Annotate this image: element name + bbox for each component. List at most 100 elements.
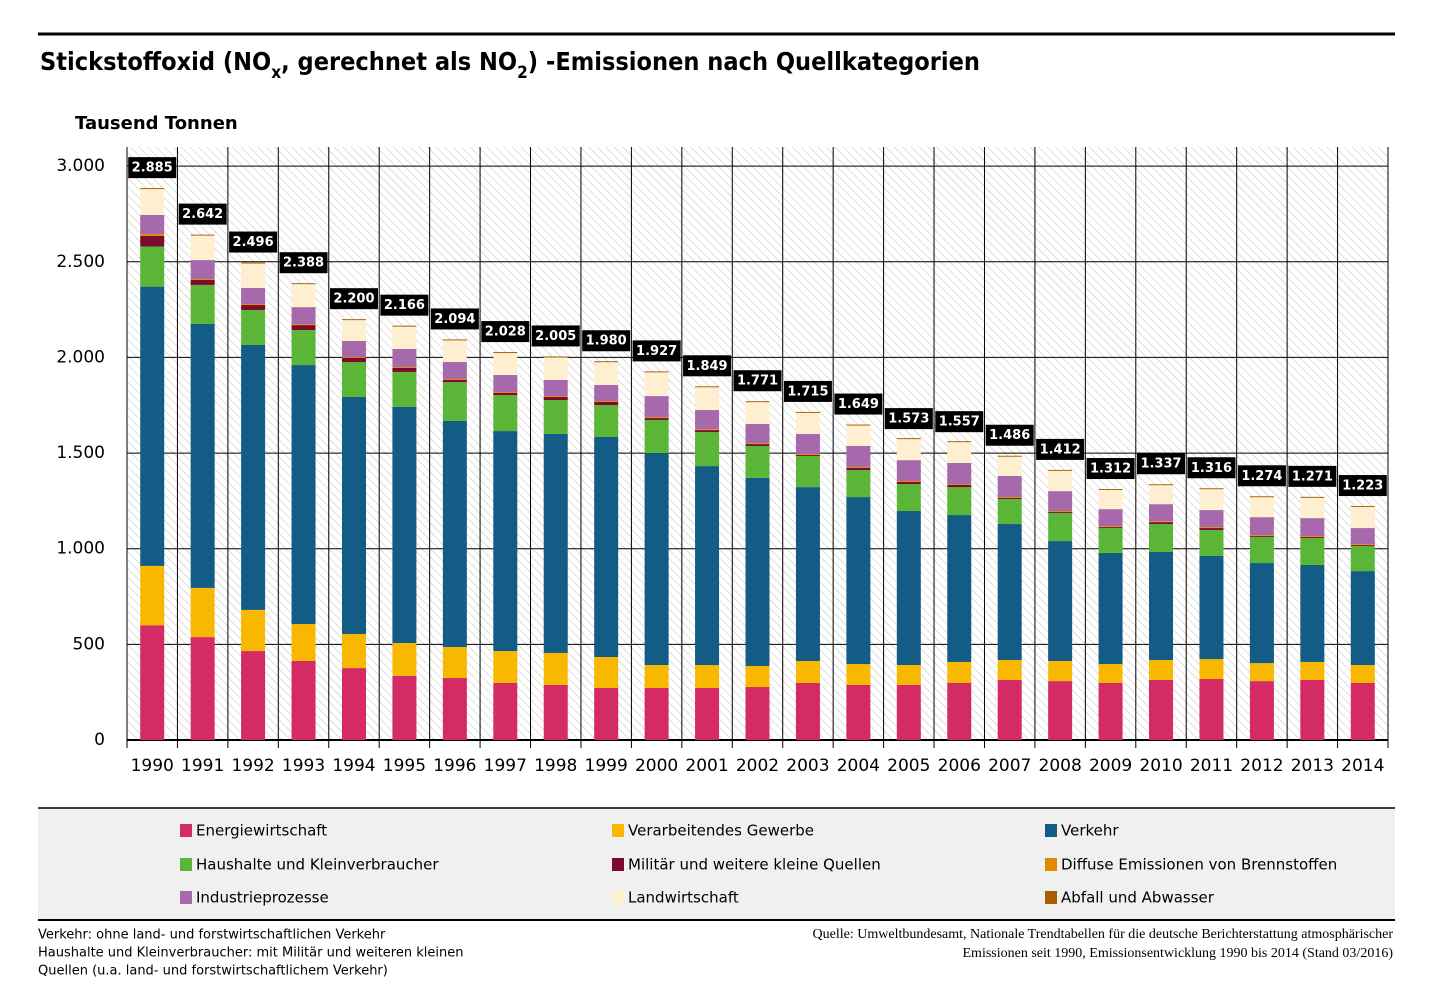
- bar-segment: [896, 684, 921, 740]
- x-tick-label: 2008: [1039, 756, 1082, 776]
- bar-segment: [442, 647, 467, 679]
- bar-segment: [846, 425, 871, 446]
- total-label-box: [1237, 465, 1286, 487]
- bar-segment: [1149, 679, 1174, 740]
- footnote: Quellen (u.a. land- und forstwirtschaftl…: [38, 964, 388, 979]
- bar-segment: [291, 365, 316, 625]
- legend-swatch: [1045, 824, 1057, 837]
- bar-segment: [140, 286, 165, 566]
- total-label: 2.496: [233, 235, 274, 250]
- bar-segment: [190, 284, 215, 324]
- bar-segment: [644, 418, 669, 420]
- bar-segment: [1300, 496, 1325, 498]
- x-tick-label: 2002: [736, 756, 779, 776]
- total-label: 1.337: [1140, 457, 1181, 472]
- bar-segment: [442, 340, 467, 363]
- bar-segment: [1149, 660, 1174, 680]
- bar-segment: [795, 487, 820, 661]
- total-label-box: [1338, 475, 1387, 497]
- total-label: 2.388: [283, 256, 324, 271]
- bar-segment: [543, 684, 568, 740]
- bar-segment: [644, 419, 669, 454]
- total-label: 2.885: [132, 161, 173, 176]
- total-label: 1.412: [1040, 442, 1081, 457]
- bar-segment: [1199, 510, 1224, 528]
- legend-swatch: [612, 891, 624, 904]
- total-label: 1.849: [686, 359, 727, 374]
- total-label-box: [430, 308, 479, 330]
- bar-segment: [1249, 537, 1274, 564]
- bar-segment: [190, 637, 215, 740]
- x-tick-label: 2003: [786, 756, 829, 776]
- total-label-box: [380, 294, 429, 316]
- x-tick-label: 1992: [231, 756, 274, 776]
- bar-segment: [644, 417, 669, 419]
- legend-background: [38, 808, 1395, 920]
- total-label-box: [582, 330, 631, 352]
- bar-segment: [1350, 571, 1375, 666]
- bar-segment: [1350, 546, 1375, 572]
- bar-segment: [997, 476, 1022, 498]
- bar-segment: [140, 235, 165, 247]
- y-tick-label: 2.500: [56, 252, 105, 272]
- bar-segment: [947, 485, 972, 488]
- bar-segment: [846, 445, 871, 468]
- bar-segment: [594, 384, 619, 402]
- bar-segment: [1350, 682, 1375, 740]
- bar-segment: [291, 284, 316, 308]
- bar-segment: [442, 379, 467, 383]
- bar-segment: [291, 307, 316, 325]
- bar-segment: [997, 456, 1022, 477]
- x-tick-label: 1997: [484, 756, 527, 776]
- title-part: Stickstoffoxid (NO: [40, 47, 271, 76]
- bar-segment: [644, 396, 669, 418]
- total-label-box: [834, 393, 883, 415]
- bar-segment: [644, 371, 669, 373]
- bar-segment: [997, 498, 1022, 499]
- bar-segment: [947, 463, 972, 485]
- total-label: 1.573: [888, 412, 929, 427]
- legend-label: Diffuse Emissionen von Brennstoffen: [1061, 856, 1337, 874]
- bar-segment: [442, 339, 467, 341]
- bar-segment: [1199, 527, 1224, 529]
- legend-swatch: [180, 824, 192, 837]
- total-label-box: [733, 370, 782, 392]
- x-tick-label: 2011: [1190, 756, 1233, 776]
- bar-segment: [1350, 506, 1375, 508]
- bar-segment: [1149, 551, 1174, 661]
- bar-segment: [341, 319, 366, 321]
- total-label-box: [178, 203, 227, 225]
- bar-segment: [341, 397, 366, 635]
- bar-segment: [241, 651, 266, 740]
- title-part: 2: [517, 63, 528, 83]
- x-tick-label: 1993: [282, 756, 325, 776]
- bar-segment: [1249, 563, 1274, 664]
- bar-segment: [341, 357, 366, 363]
- bar-segment: [1249, 663, 1274, 682]
- bar-segment: [594, 405, 619, 437]
- y-tick-label: 1.000: [56, 539, 105, 559]
- bar-segment: [1350, 665, 1375, 683]
- total-label-box: [632, 340, 681, 362]
- bar-segment: [493, 353, 518, 376]
- bar-segment: [1098, 527, 1123, 529]
- bar-segment: [947, 661, 972, 683]
- bar-segment: [1048, 470, 1073, 492]
- total-label-box: [279, 252, 328, 274]
- total-label-box: [1187, 457, 1236, 479]
- total-label-box: [1086, 458, 1135, 480]
- x-tick-label: 2010: [1139, 756, 1182, 776]
- bar-segment: [1350, 528, 1375, 545]
- bar-segment: [543, 652, 568, 685]
- bar-segment: [392, 643, 417, 676]
- bar-segment: [1249, 496, 1274, 498]
- bar-segment: [695, 410, 720, 430]
- x-tick-label: 2005: [887, 756, 930, 776]
- bar-segment: [190, 587, 215, 638]
- bar-segment: [1149, 524, 1174, 552]
- bar-segment: [241, 309, 266, 345]
- bar-segment: [846, 467, 871, 471]
- bar-segment: [1048, 511, 1073, 512]
- bar-segment: [291, 325, 316, 331]
- bar-segment: [493, 651, 518, 683]
